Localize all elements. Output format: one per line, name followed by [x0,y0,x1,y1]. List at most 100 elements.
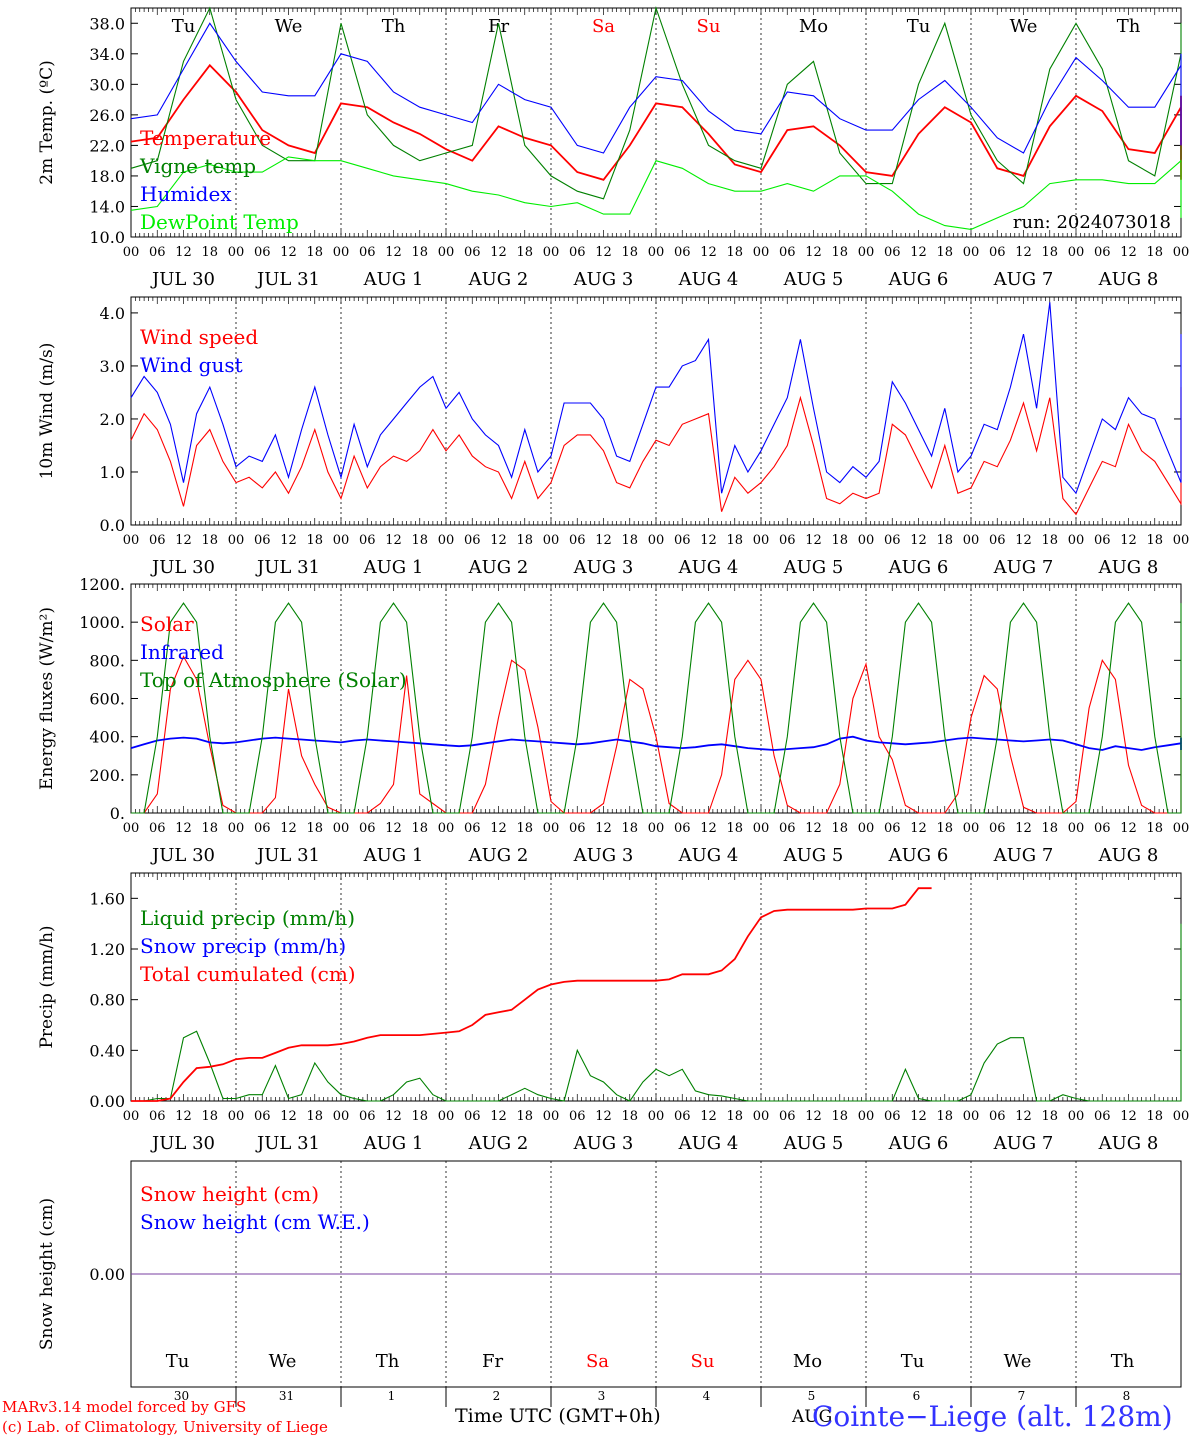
x-hour-label: 06 [884,821,901,836]
x-hour-label: 18 [516,245,533,260]
legend-entry: Infrared [140,640,224,664]
x-hour-label: 00 [438,533,455,548]
x-date-label: AUG 6 [888,845,949,866]
day-of-week-label: Sa [586,1351,609,1372]
x-hour-label: 12 [1120,821,1137,836]
legend-entry: Snow precip (mm/h) [140,934,346,958]
x-hour-label: 00 [858,821,875,836]
series-line-total-cumulated-cm- [131,887,932,1102]
day-of-week-label: Su [691,1351,715,1372]
x-hour-label: 18 [831,533,848,548]
series-line-liquid-precip-mm-h- [131,923,1182,1102]
x-date-label: AUG 1 [363,557,424,578]
y-tick-label: 2.0 [100,410,125,429]
x-hour-label: 00 [858,1109,875,1124]
x-date-label: JUL 30 [150,845,215,866]
x-hour-label: 12 [385,821,402,836]
x-hour-label: 18 [411,1109,428,1124]
y-tick-label: 800. [89,651,125,670]
x-hour-label: 06 [779,245,796,260]
x-date-label: AUG 2 [468,845,529,866]
x-hour-label: 00 [543,821,560,836]
x-hour-label: 06 [1094,821,1111,836]
x-hour-label: 18 [516,821,533,836]
y-tick-label: 400. [89,728,125,747]
x-hour-label: 06 [149,1109,166,1124]
x-date-label: AUG 5 [783,269,844,290]
legend-entry: DewPoint Temp [140,210,299,234]
x-hour-label: 18 [726,1109,743,1124]
series-line-humidex [130,22,1182,154]
x-hour-label: 00 [228,245,245,260]
day-number-label: 30 [174,1389,189,1403]
day-of-week-label: Tu [166,1351,190,1372]
y-tick-label: 600. [89,690,125,709]
x-date-label: AUG 4 [678,845,739,866]
x-hour-label: 00 [228,1109,245,1124]
x-hour-label: 06 [884,1109,901,1124]
x-hour-label: 12 [700,245,717,260]
series-line-top-of-atmosphere-solar- [131,602,1182,814]
x-date-label: AUG 5 [783,845,844,866]
x-hour-label: 06 [149,533,166,548]
x-hour-label: 12 [595,821,612,836]
x-hour-label: 18 [516,533,533,548]
x-hour-label: 18 [1041,821,1058,836]
day-of-week-label: Mo [799,16,828,37]
x-hour-label: 12 [385,245,402,260]
x-hour-label: 00 [1068,821,1085,836]
x-hour-label: 00 [753,821,770,836]
y-axis-title: 2m Temp. (ºC) [37,60,57,185]
x-hour-label: 06 [674,245,691,260]
lab-credit-line: (c) Lab. of Climatology, University of L… [2,1418,328,1436]
x-date-label: AUG 2 [468,269,529,290]
x-date-label: JUL 31 [255,557,320,578]
x-hour-label: 00 [1173,1109,1190,1124]
x-hour-label: 18 [201,533,218,548]
day-of-week-label: Fr [482,1351,503,1372]
x-hour-label: 00 [123,533,140,548]
y-tick-label: 0.0 [100,516,125,535]
x-hour-label: 06 [779,821,796,836]
day-of-week-label: We [275,16,303,37]
x-hour-label: 12 [700,533,717,548]
x-hour-label: 00 [123,1109,140,1124]
x-hour-label: 12 [805,245,822,260]
panel-frame [130,583,1182,814]
panel-frame [130,296,1182,526]
y-tick-label: 26.0 [89,106,125,125]
day-number-label: 8 [1123,1389,1131,1403]
day-number-label: 4 [703,1389,711,1403]
x-date-label: JUL 31 [255,1133,320,1154]
x-hour-label: 00 [1173,533,1190,548]
x-hour-label: 00 [963,245,980,260]
panel-1: 10.0 14.0 18.0 22.0 26.0 30.0 34.0 38.0 2m Temp.… [37,5,1189,290]
x-hour-label: 00 [753,245,770,260]
x-hour-label: 00 [648,533,665,548]
x-hour-label: 12 [1120,245,1137,260]
x-hour-label: 12 [805,533,822,548]
x-date-label: AUG 3 [573,557,634,578]
y-tick-label: 10.0 [89,228,125,247]
series-line-wind-gust [130,302,1182,495]
x-hour-label: 18 [831,821,848,836]
y-tick-label: 0. [110,804,125,823]
x-hour-label: 12 [595,533,612,548]
x-hour-label: 00 [543,1109,560,1124]
x-hour-label: 18 [306,1109,323,1124]
x-hour-label: 00 [333,533,350,548]
x-hour-label: 18 [831,245,848,260]
x-hour-label: 00 [648,245,665,260]
x-hour-label: 06 [989,821,1006,836]
x-hour-label: 06 [674,821,691,836]
x-hour-label: 06 [254,533,271,548]
x-hour-label: 12 [910,1109,927,1124]
y-tick-label: 1.0 [100,463,125,482]
x-hour-label: 06 [569,245,586,260]
x-hour-label: 18 [726,821,743,836]
x-hour-label: 18 [201,821,218,836]
x-hour-label: 18 [1041,1109,1058,1124]
x-date-label: AUG 7 [993,1133,1054,1154]
x-hour-label: 18 [621,1109,638,1124]
x-hour-label: 06 [149,245,166,260]
